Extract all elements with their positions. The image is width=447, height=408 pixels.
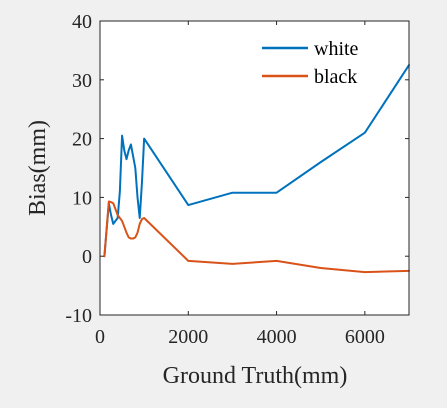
x-tick-label: 6000 <box>345 326 385 348</box>
y-tick-label: 30 <box>72 70 92 92</box>
legend: white black <box>262 38 359 88</box>
x-tick-label: 0 <box>95 326 105 348</box>
x-tick-label: 2000 <box>168 326 208 348</box>
x-axis-title: Ground Truth(mm) <box>163 363 348 389</box>
series-line-black <box>103 200 410 274</box>
series-layer <box>103 64 410 274</box>
y-axis-title: Bias(mm) <box>25 120 51 216</box>
y-tick-label: -10 <box>65 305 92 327</box>
y-tick-label: 20 <box>72 129 92 151</box>
legend-label-white: white <box>314 38 359 60</box>
plot-frame <box>99 20 410 316</box>
x-tick-label: 4000 <box>257 326 297 348</box>
y-tick-label: 10 <box>72 187 92 209</box>
series-line-white <box>103 64 410 258</box>
y-tick-label: 0 <box>82 246 92 268</box>
legend-label-black: black <box>314 66 357 88</box>
plot-area <box>100 21 409 315</box>
y-tick-label: 40 <box>72 11 92 33</box>
